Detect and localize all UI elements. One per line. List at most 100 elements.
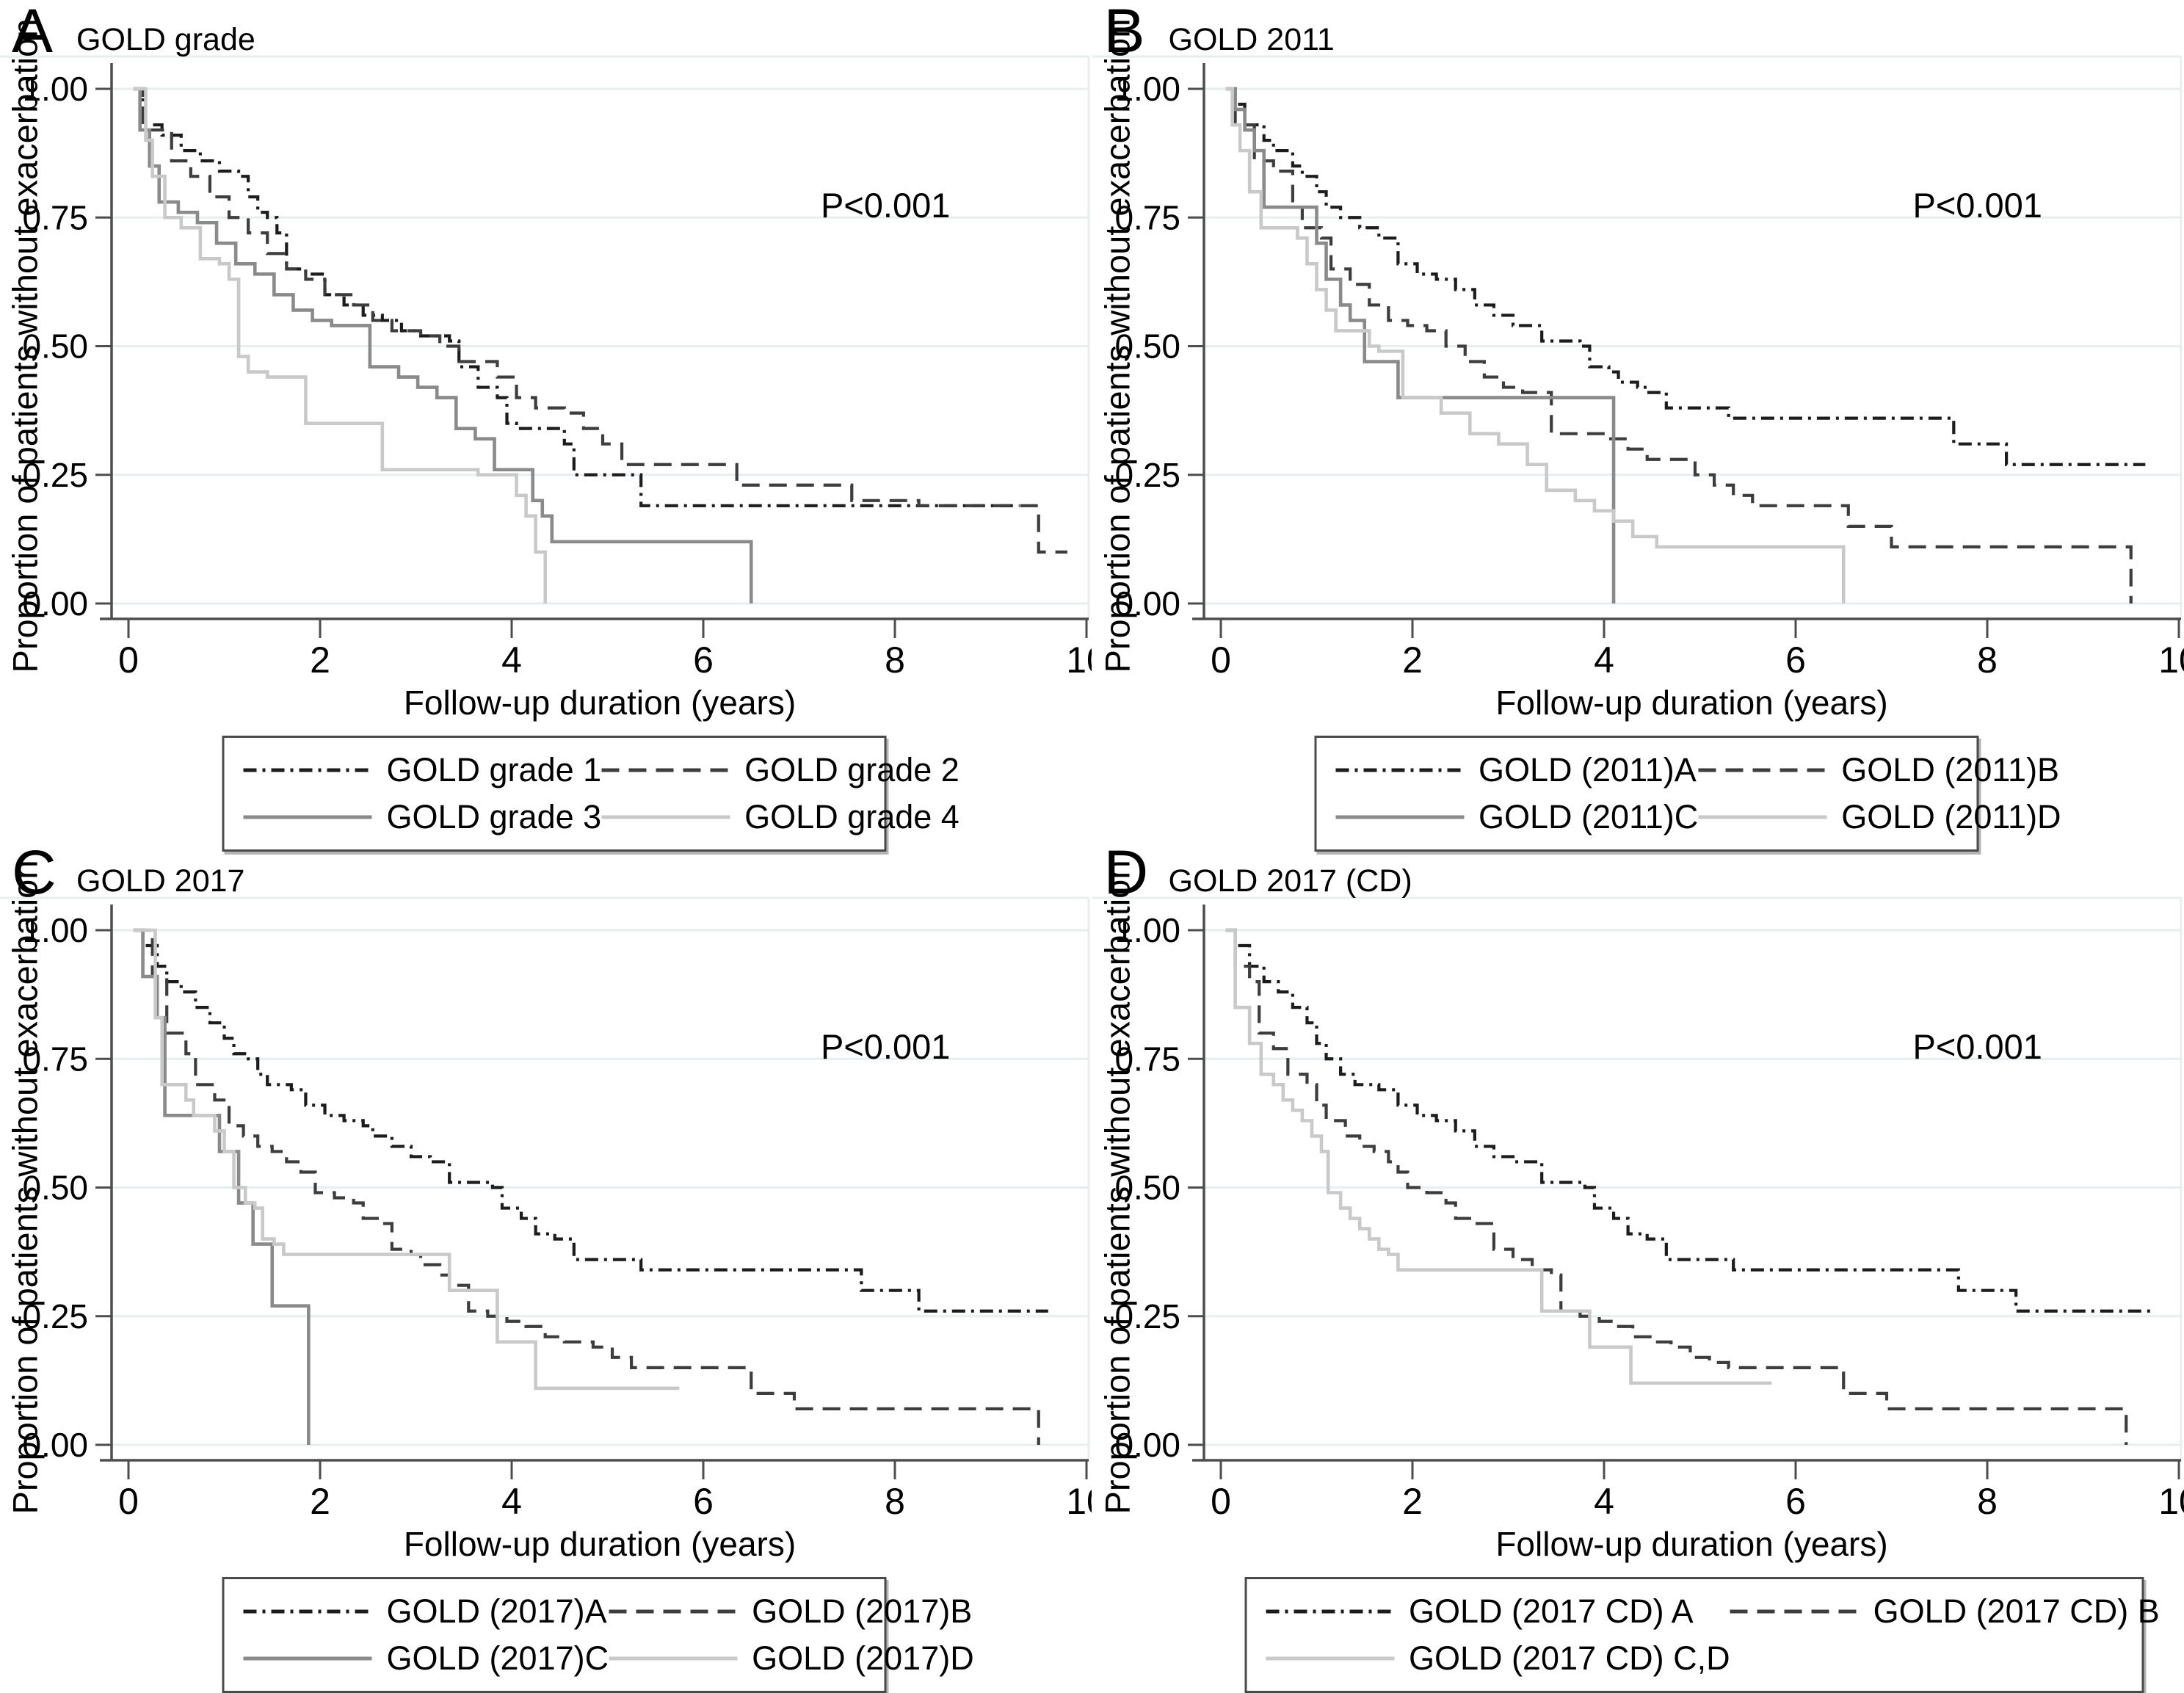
legend-label: GOLD (2017)D — [752, 1639, 974, 1677]
km-curve-solid_light — [133, 87, 547, 603]
y-tick-label: 1.00 — [1114, 70, 1180, 108]
panel-a: 1.00 0.75 0.50 0.25 0.00 0 2 4 6 8 10 A GOLD grade… — [0, 0, 1092, 852]
legend-box: GOLD grade 1 GOLD grade 2 GOLD grade 3 GOLD… — [222, 736, 959, 852]
x-tick-label: 4 — [1594, 639, 1614, 681]
legend-label: GOLD (2011)D — [1841, 798, 2061, 835]
legend-item: GOLD grade 1 — [243, 751, 602, 789]
legend-line-sample-solid_dark — [243, 815, 372, 819]
legend-line-sample-solid_light — [1266, 1656, 1394, 1661]
legend-line-sample-solid_dark — [1335, 815, 1464, 819]
legend-label: GOLD (2011)A — [1479, 751, 1697, 789]
y-axis-label: Proportion of patients without exacerbat… — [5, 18, 45, 673]
legend-line-sample-dashdot — [1335, 768, 1464, 772]
y-axis-label: Proportion of patients without exacerbat… — [1098, 860, 1136, 1515]
legend-label: GOLD (2017)A — [386, 1592, 607, 1630]
plot-area-b: 1.00 0.75 0.50 0.25 0.00 0 2 4 6 8 10 — [1092, 55, 2184, 681]
panel-title: GOLD 2011 — [1168, 22, 1335, 57]
y-tick-label: 0.50 — [1114, 1169, 1180, 1207]
x-tick-label: 10 — [1066, 1481, 1092, 1522]
legend-item: GOLD (2011)C — [1335, 798, 1698, 836]
y-tick-label: 0.00 — [22, 1426, 88, 1464]
km-curve-solid_dark — [133, 87, 753, 603]
legend-item: GOLD (2017)B — [609, 1592, 974, 1631]
legend-label: GOLD (2011)C — [1479, 798, 1699, 835]
x-tick-label: 2 — [1402, 1481, 1423, 1522]
p-value-annotation: P<0.001 — [1912, 186, 2042, 225]
x-tick-label: 10 — [1066, 639, 1092, 681]
legend-label: GOLD grade 3 — [386, 798, 602, 835]
legend-item: GOLD (2017)D — [609, 1639, 974, 1678]
legend-label: GOLD (2017 CD) C,D — [1409, 1639, 1730, 1677]
y-tick-label: 0.00 — [22, 584, 88, 623]
x-tick-label: 10 — [2158, 639, 2184, 681]
km-curve-dashdot — [133, 87, 1020, 507]
y-tick-label: 1.00 — [22, 70, 88, 108]
y-tick-label: 0.50 — [22, 1169, 88, 1207]
legend-box: GOLD (2011)A GOLD (2011)B GOLD (2011)C GOLD… — [1314, 736, 2061, 852]
legend-line-sample-dashed — [601, 768, 730, 772]
legend-line-sample-solid_light — [1698, 815, 1827, 819]
legend-label: GOLD (2017 CD) A — [1409, 1592, 1694, 1630]
legend-line-sample-dashdot — [1266, 1609, 1394, 1614]
y-tick-label: 1.00 — [1114, 911, 1180, 949]
panel-title: GOLD 2017 (CD) — [1168, 863, 1412, 899]
y-tick-label: 0.25 — [22, 456, 88, 494]
km-curve-dashed — [133, 928, 1040, 1445]
km-curve-solid_dark — [133, 928, 311, 1445]
legend-line-sample-dashed — [1698, 768, 1827, 772]
y-tick-label: 0.50 — [22, 327, 88, 366]
x-tick-label: 0 — [118, 1481, 139, 1522]
km-curve-dashdot — [133, 928, 1048, 1313]
legend-item: GOLD grade 3 — [243, 798, 602, 836]
legend-label: GOLD grade 2 — [744, 751, 959, 789]
legend-line-sample-solid_light — [601, 815, 730, 819]
legend-label: GOLD (2011)B — [1841, 751, 2060, 789]
x-axis-label: Follow-up duration (years) — [1495, 684, 1888, 722]
y-tick-label: 0.00 — [1114, 584, 1180, 623]
legend-line-sample-dashdot — [243, 768, 372, 772]
x-tick-label: 8 — [1977, 639, 1998, 681]
km-curve-dashdot — [1225, 87, 2145, 466]
legend-item: GOLD (2017 CD) C,D — [1266, 1639, 1730, 1678]
legend-item: GOLD (2017)C — [243, 1639, 609, 1678]
x-tick-label: 6 — [1785, 639, 1806, 681]
legend-item: GOLD (2011)B — [1698, 751, 2061, 789]
legend-line-sample-dashed — [1730, 1609, 1859, 1614]
panel-title: GOLD grade — [76, 22, 255, 57]
panel-title: GOLD 2017 — [76, 863, 245, 899]
y-tick-label: 1.00 — [22, 911, 88, 949]
x-tick-label: 6 — [1785, 1481, 1806, 1522]
y-tick-label: 0.75 — [1114, 1040, 1180, 1078]
legend-line-sample-solid_light — [609, 1656, 738, 1661]
y-axis-label: Proportion of patients without exacerbat… — [5, 860, 45, 1515]
km-curve-dashed — [1225, 928, 2127, 1445]
plot-area-d: 1.00 0.75 0.50 0.25 0.00 0 2 4 6 8 10 — [1092, 896, 2184, 1522]
x-tick-label: 6 — [693, 1481, 714, 1522]
x-tick-label: 6 — [693, 639, 714, 681]
y-tick-label: 0.25 — [1114, 1297, 1180, 1335]
panel-letter: C — [12, 838, 57, 907]
x-tick-label: 0 — [1211, 639, 1231, 681]
y-tick-label: 0.75 — [22, 198, 88, 236]
p-value-annotation: P<0.001 — [821, 1027, 951, 1066]
panel-d: 1.00 0.75 0.50 0.25 0.00 0 2 4 6 8 10 D GOLD 2017 … — [1092, 838, 2184, 1693]
km-curve-dashed — [133, 87, 1067, 554]
legend-box: GOLD (2017)A GOLD (2017)B GOLD (2017)C GOLD… — [222, 1577, 974, 1693]
y-tick-label: 0.25 — [22, 1297, 88, 1335]
p-value-annotation: P<0.001 — [821, 186, 951, 225]
p-value-annotation: P<0.001 — [1912, 1027, 2042, 1066]
legend-item: GOLD grade 4 — [601, 798, 959, 836]
y-tick-label: 0.25 — [1114, 456, 1180, 494]
legend-label: GOLD grade 1 — [386, 751, 602, 789]
legend-label: GOLD (2017)B — [752, 1592, 973, 1630]
legend-label: GOLD (2017 CD) B — [1873, 1592, 2160, 1630]
km-curve-solid_light — [1225, 928, 1771, 1385]
x-tick-label: 2 — [1402, 639, 1423, 681]
legend-label: GOLD grade 4 — [744, 798, 959, 835]
legend-item: GOLD grade 2 — [601, 751, 959, 789]
panel-letter: B — [1103, 0, 1145, 65]
x-tick-label: 8 — [885, 639, 905, 681]
x-tick-label: 4 — [501, 1481, 522, 1522]
panel-c: 1.000.750.500.250.000246810 C GOLD 2017 … — [0, 838, 1092, 1693]
legend-line-sample-dashed — [609, 1609, 738, 1614]
